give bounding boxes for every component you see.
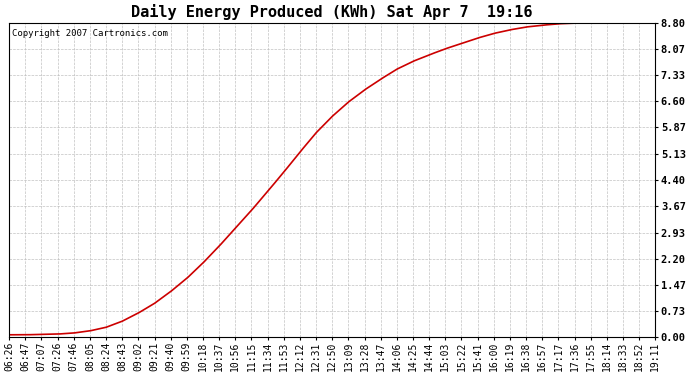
Title: Daily Energy Produced (KWh) Sat Apr 7  19:16: Daily Energy Produced (KWh) Sat Apr 7 19… bbox=[132, 4, 533, 20]
Text: Copyright 2007 Cartronics.com: Copyright 2007 Cartronics.com bbox=[12, 29, 168, 38]
